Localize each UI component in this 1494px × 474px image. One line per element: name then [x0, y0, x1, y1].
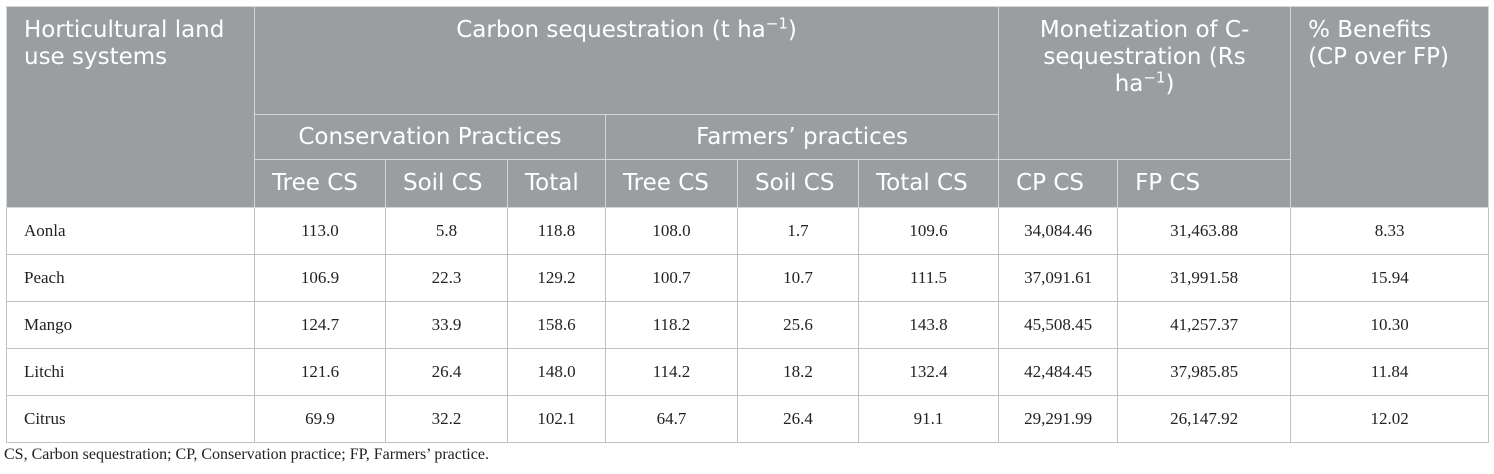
column-header: Tree CS [254, 159, 386, 208]
column-header: Total CS [857, 159, 1000, 208]
table-row: Litchi 121.6 26.4 148.0 114.2 18.2 132.4 42,484… [6, 348, 1490, 396]
column-header: Tree CS [605, 159, 738, 208]
cell: 8.33 [1290, 207, 1490, 255]
cell: 91.1 [857, 395, 1000, 443]
row-label: Litchi [6, 348, 255, 396]
cell: 1.7 [737, 207, 859, 255]
cell: 118.2 [605, 301, 738, 349]
cell: 11.84 [1290, 348, 1490, 396]
cell: 100.7 [605, 254, 738, 302]
monetization-header: Monetization of C-sequestration (Rs ha−1… [998, 6, 1292, 160]
cell: 12.02 [1290, 395, 1490, 443]
data-table: Horticultural land use systems Carbon se… [6, 6, 1490, 443]
cell: 118.8 [507, 207, 606, 255]
row-label: Mango [6, 301, 255, 349]
cell: 15.94 [1290, 254, 1490, 302]
cell: 129.2 [507, 254, 606, 302]
header-exponent: −1 [765, 14, 788, 33]
cell: 69.9 [254, 395, 386, 443]
cell: 42,484.45 [998, 348, 1119, 396]
cell: 158.6 [507, 301, 606, 349]
cell: 148.0 [507, 348, 606, 396]
carbon-header: Carbon sequestration (t ha−1) [253, 6, 1000, 115]
cell: 34,084.46 [998, 207, 1119, 255]
cell: 29,291.99 [998, 395, 1119, 443]
table-row: Aonla 113.0 5.8 118.8 108.0 1.7 109.6 34,084.46… [6, 207, 1490, 255]
benefits-header: % Benefits (CP over FP) [1290, 6, 1490, 208]
cell: 22.3 [385, 254, 508, 302]
cell: 18.2 [737, 348, 859, 396]
header-text: Monetization of C-sequestration (Rs ha [1039, 17, 1250, 97]
row-label: Aonla [6, 207, 255, 255]
cell: 121.6 [254, 348, 386, 396]
cell: 26.4 [385, 348, 508, 396]
cell: 31,463.88 [1117, 207, 1292, 255]
column-header: FP CS [1117, 159, 1292, 208]
cell: 102.1 [507, 395, 606, 443]
cell: 25.6 [737, 301, 859, 349]
cell: 41,257.37 [1117, 301, 1292, 349]
cell: 132.4 [857, 348, 1000, 396]
cell: 111.5 [857, 254, 1000, 302]
cell: 106.9 [254, 254, 386, 302]
table-row: Mango 124.7 33.9 158.6 118.2 25.6 143.8 45,508.… [6, 301, 1490, 349]
row-label: Citrus [6, 395, 255, 443]
header-text: ) [1165, 71, 1175, 97]
group-header: Farmers’ practices [604, 114, 1000, 160]
cell: 64.7 [605, 395, 738, 443]
cell: 45,508.45 [998, 301, 1119, 349]
column-header: Soil CS [385, 159, 508, 208]
header-text: Carbon sequestration (t ha [456, 17, 766, 43]
cell: 26,147.92 [1117, 395, 1292, 443]
table-row: Citrus 69.9 32.2 102.1 64.7 26.4 91.1 29,291.99… [6, 395, 1490, 443]
cell: 37,985.85 [1117, 348, 1292, 396]
row-label-header: Horticultural land use systems [6, 6, 255, 208]
cell: 10.30 [1290, 301, 1490, 349]
header-exponent: −1 [1143, 68, 1166, 87]
cell: 32.2 [385, 395, 508, 443]
cell: 5.8 [385, 207, 508, 255]
cell: 113.0 [254, 207, 386, 255]
column-header: CP CS [998, 159, 1119, 208]
cell: 109.6 [857, 207, 1000, 255]
table-row: Peach 106.9 22.3 129.2 100.7 10.7 111.5 37,091.… [6, 254, 1490, 302]
row-label: Peach [6, 254, 255, 302]
footnote: CS, Carbon sequestration; CP, Conservati… [4, 446, 489, 463]
cell: 33.9 [385, 301, 508, 349]
group-header: Conservation Practices [254, 114, 606, 160]
cell: 10.7 [737, 254, 859, 302]
cell: 31,991.58 [1117, 254, 1292, 302]
cell: 114.2 [605, 348, 738, 396]
column-header: Soil CS [737, 159, 859, 208]
header-text: ) [787, 17, 797, 43]
cell: 143.8 [857, 301, 1000, 349]
cell: 26.4 [737, 395, 859, 443]
cell: 124.7 [254, 301, 386, 349]
column-header: Total [507, 159, 606, 208]
cell: 37,091.61 [998, 254, 1119, 302]
cell: 108.0 [605, 207, 738, 255]
